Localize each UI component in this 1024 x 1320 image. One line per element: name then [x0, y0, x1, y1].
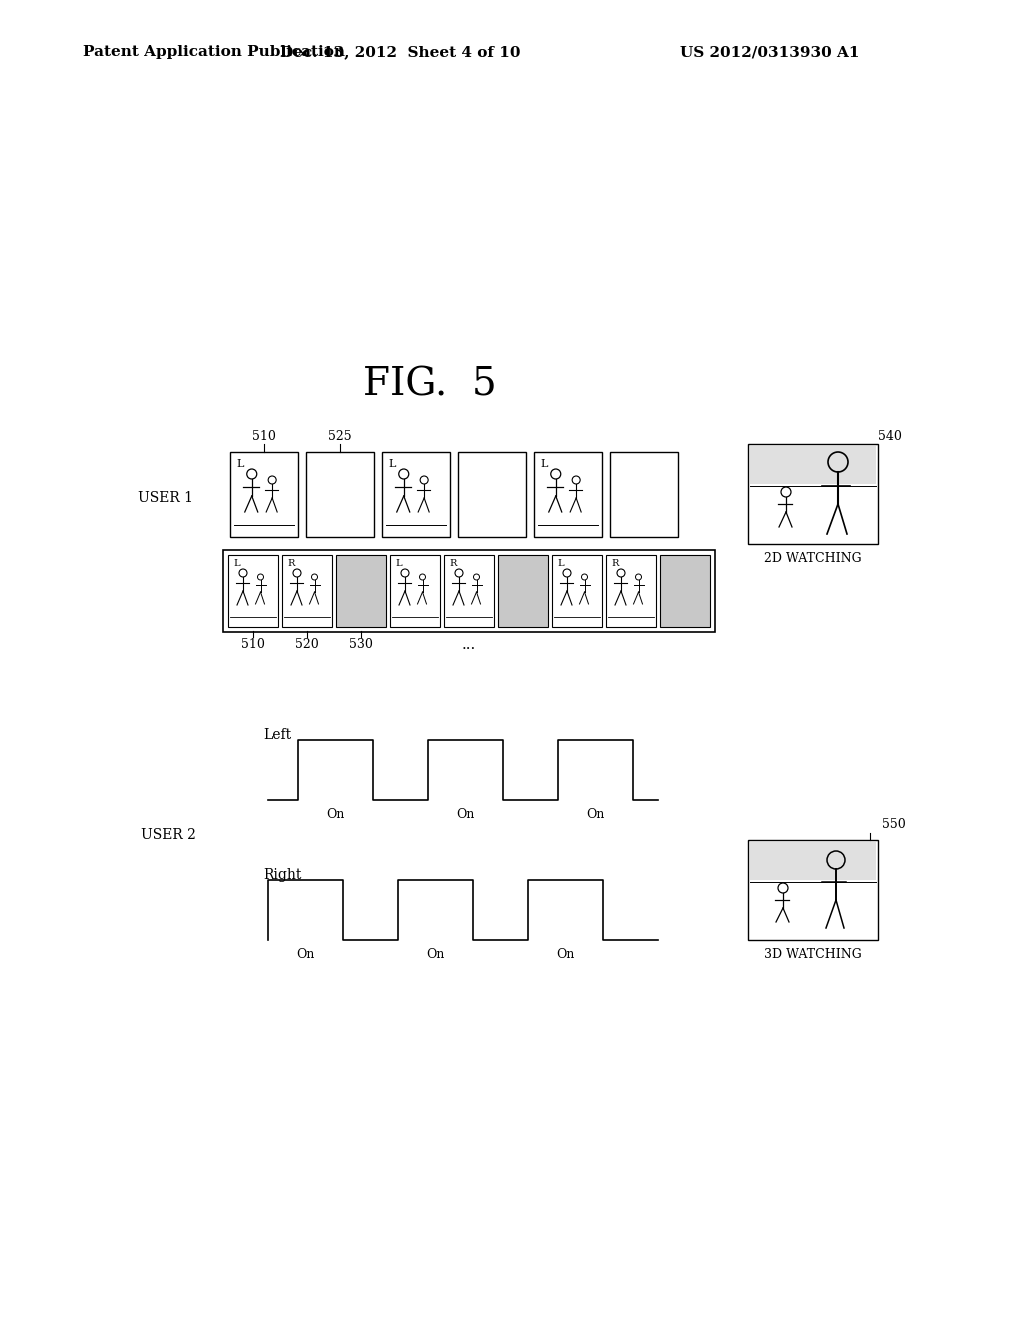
- Bar: [748, 444, 878, 544]
- Text: 2D WATCHING: 2D WATCHING: [764, 552, 862, 565]
- Text: On: On: [426, 949, 444, 961]
- Text: 525: 525: [328, 429, 352, 442]
- Bar: [390, 554, 440, 627]
- Bar: [336, 554, 386, 627]
- Text: FIG.  5: FIG. 5: [364, 367, 497, 404]
- Text: 510: 510: [241, 639, 265, 652]
- Bar: [750, 446, 876, 484]
- Text: 3D WATCHING: 3D WATCHING: [764, 948, 862, 961]
- Bar: [306, 451, 374, 537]
- Text: ...: ...: [462, 638, 476, 652]
- Text: 540: 540: [878, 429, 902, 442]
- Bar: [606, 554, 656, 627]
- Bar: [498, 554, 548, 627]
- Text: R: R: [287, 560, 294, 569]
- Text: Dec. 13, 2012  Sheet 4 of 10: Dec. 13, 2012 Sheet 4 of 10: [280, 45, 520, 59]
- Text: 510: 510: [252, 429, 275, 442]
- Bar: [230, 451, 298, 537]
- Bar: [282, 554, 332, 627]
- Text: L: L: [395, 560, 401, 569]
- Text: On: On: [587, 808, 605, 821]
- Text: Left: Left: [263, 729, 291, 742]
- Text: L: L: [388, 459, 395, 469]
- Text: 530: 530: [349, 639, 373, 652]
- Bar: [228, 554, 278, 627]
- Text: USER 1: USER 1: [137, 491, 193, 506]
- Text: L: L: [540, 459, 548, 469]
- Text: L: L: [233, 560, 240, 569]
- Bar: [552, 554, 602, 627]
- Text: On: On: [296, 949, 314, 961]
- Bar: [660, 554, 710, 627]
- Bar: [534, 451, 602, 537]
- Text: On: On: [457, 808, 475, 821]
- Text: Patent Application Publication: Patent Application Publication: [83, 45, 345, 59]
- Bar: [748, 840, 878, 940]
- Bar: [223, 550, 715, 632]
- Text: 520: 520: [295, 639, 318, 652]
- Bar: [382, 451, 450, 537]
- Text: L: L: [557, 560, 563, 569]
- Text: L: L: [236, 459, 244, 469]
- Bar: [750, 842, 876, 880]
- Bar: [458, 451, 526, 537]
- Bar: [444, 554, 494, 627]
- Text: On: On: [556, 949, 574, 961]
- Text: US 2012/0313930 A1: US 2012/0313930 A1: [680, 45, 859, 59]
- Text: R: R: [611, 560, 618, 569]
- Text: On: On: [327, 808, 345, 821]
- Text: Right: Right: [263, 869, 301, 882]
- Text: 550: 550: [882, 818, 906, 832]
- Bar: [610, 451, 678, 537]
- Text: USER 2: USER 2: [140, 828, 196, 842]
- Text: R: R: [449, 560, 457, 569]
